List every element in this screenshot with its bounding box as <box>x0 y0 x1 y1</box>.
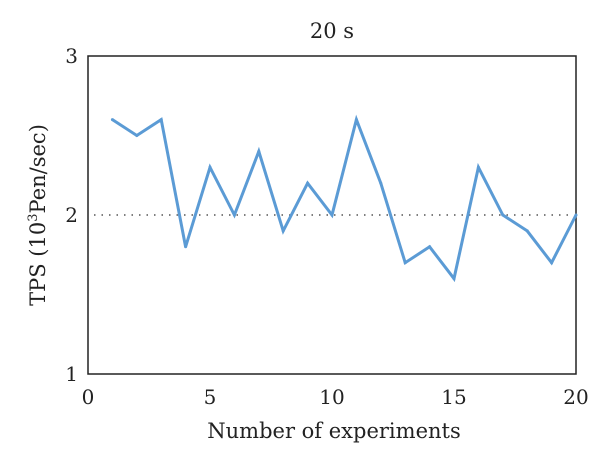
data-point <box>574 213 578 217</box>
data-point <box>525 229 529 233</box>
x-tick-label: 15 <box>441 385 466 409</box>
data-point <box>159 118 163 122</box>
x-tick-label: 10 <box>319 385 344 409</box>
x-axis-label: Number of experiments <box>207 419 460 443</box>
series-layer <box>110 114 578 283</box>
y-tick-label: 2 <box>65 203 78 227</box>
data-point <box>281 229 285 233</box>
data-point <box>306 181 310 185</box>
data-point <box>428 245 432 249</box>
y-tick-label: 3 <box>65 44 78 68</box>
y-axis-label-sup: 3 <box>26 213 41 221</box>
y-axis-label: TPS (103Pen/sec) <box>26 124 50 306</box>
series-line <box>111 114 578 283</box>
y-axis-label-main: TPS (10 <box>26 222 50 306</box>
data-point <box>501 213 505 217</box>
data-point <box>110 118 114 122</box>
y-tick-labels: 1 2 3 <box>65 44 78 386</box>
data-point <box>354 118 358 122</box>
data-point <box>232 213 236 217</box>
data-point <box>184 245 188 249</box>
x-tick-label: 0 <box>82 385 95 409</box>
chart-title: 20 s <box>310 19 354 43</box>
data-point <box>135 134 139 137</box>
x-tick-label: 20 <box>563 385 588 409</box>
data-point <box>550 261 554 265</box>
x-tick-labels: 0 5 10 15 20 <box>82 385 589 409</box>
data-point <box>330 213 334 217</box>
data-point <box>452 277 456 281</box>
data-point <box>403 261 407 265</box>
y-tick-label: 1 <box>65 362 78 386</box>
data-point <box>208 165 212 169</box>
x-tick-label: 5 <box>204 385 217 409</box>
y-axis-label-rest: Pen/sec) <box>26 124 50 213</box>
data-point <box>476 165 480 169</box>
data-point <box>379 181 383 185</box>
data-point <box>257 149 261 153</box>
